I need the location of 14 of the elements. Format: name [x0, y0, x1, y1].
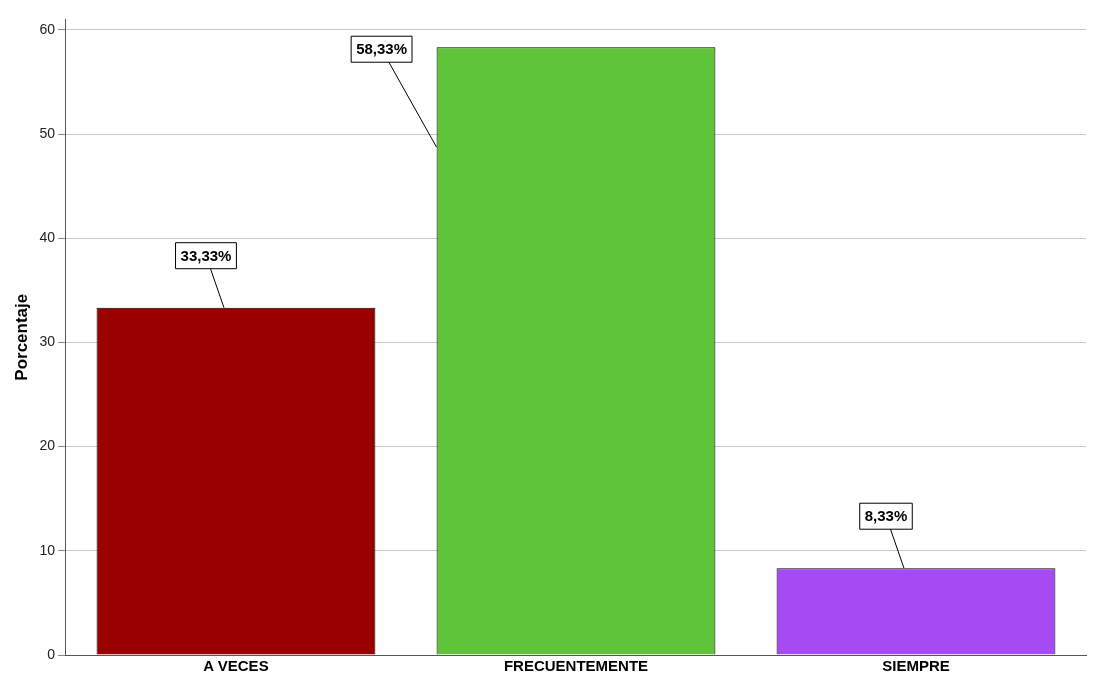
y-tick-label: 20: [39, 437, 56, 454]
y-tick-label: 0: [47, 645, 56, 662]
x-tick-label: SIEMPRE: [882, 657, 950, 675]
y-tick-label: 40: [39, 229, 56, 246]
y-axis-title: Porcentaje: [11, 293, 31, 381]
y-tick-label: 60: [39, 20, 56, 37]
data-label: 8,33%: [864, 507, 908, 525]
data-label: 58,33%: [356, 40, 408, 58]
x-tick-label: A VECES: [203, 657, 269, 675]
x-tick-label: FRECUENTEMENTE: [503, 657, 649, 675]
y-tick-label: 10: [39, 541, 56, 558]
y-tick-label: 30: [39, 333, 56, 350]
data-label: 33,33%: [180, 246, 232, 264]
y-tick-label: 50: [39, 124, 56, 141]
